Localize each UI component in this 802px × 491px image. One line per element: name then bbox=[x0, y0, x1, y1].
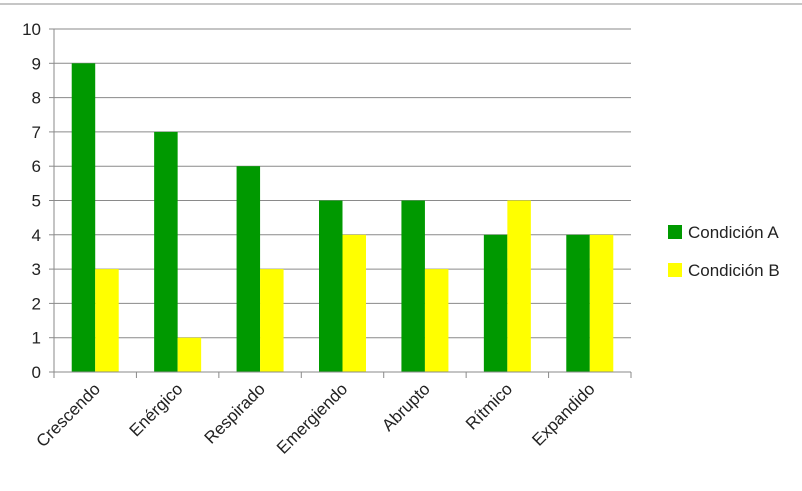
x-tick-label: Crescendo bbox=[32, 379, 104, 451]
y-tick-label: 1 bbox=[32, 329, 41, 348]
bar-condicion-a bbox=[401, 200, 425, 372]
x-tick-label: Rítmico bbox=[462, 379, 516, 433]
y-tick-label: 8 bbox=[32, 89, 41, 108]
y-tick-label: 0 bbox=[32, 363, 41, 382]
y-tick-labels: 0 1 2 3 4 5 6 7 8 9 10 bbox=[22, 20, 41, 382]
y-tick-label: 2 bbox=[32, 294, 41, 313]
bar-condicion-a bbox=[154, 131, 178, 372]
legend-swatch-condicion-b bbox=[668, 263, 682, 277]
legend-label-condicion-b: Condición B bbox=[688, 261, 780, 280]
bar-condicion-a bbox=[566, 234, 590, 372]
y-tick-label: 7 bbox=[32, 123, 41, 142]
bar-condicion-b bbox=[424, 269, 449, 372]
y-tick-label: 6 bbox=[32, 157, 41, 176]
x-tick-labels: Crescendo Enérgico Respirado Emergiendo Abru… bbox=[32, 379, 598, 457]
x-tick-label: Respirado bbox=[201, 379, 269, 447]
bar-condicion-b bbox=[507, 200, 531, 372]
y-tick-label: 9 bbox=[32, 54, 41, 73]
y-tick-label: 5 bbox=[32, 192, 41, 211]
x-tick-label: Enérgico bbox=[126, 379, 187, 440]
legend: Condición A Condición B bbox=[668, 223, 780, 280]
y-tick-label: 3 bbox=[32, 260, 41, 279]
y-tick-label: 10 bbox=[22, 20, 41, 39]
y-tick-label: 4 bbox=[32, 226, 41, 245]
bar-condicion-a bbox=[319, 200, 343, 372]
bar-condicion-b bbox=[95, 269, 119, 372]
x-tick-label: Abrupto bbox=[378, 379, 434, 435]
bar-condicion-a bbox=[71, 63, 96, 373]
bar-condicion-b bbox=[589, 234, 614, 372]
bar-condicion-b bbox=[260, 269, 284, 372]
axes bbox=[49, 28, 632, 378]
x-tick-label: Emergiendo bbox=[273, 379, 351, 457]
legend-label-condicion-a: Condición A bbox=[688, 223, 779, 242]
bar-condicion-b bbox=[342, 234, 366, 372]
legend-swatch-condicion-a bbox=[668, 225, 682, 239]
bar-condicion-a bbox=[236, 166, 261, 372]
bar-condicion-b bbox=[177, 337, 202, 372]
bar-condicion-a bbox=[483, 234, 508, 372]
x-tick-label: Expandido bbox=[528, 379, 598, 449]
bars bbox=[71, 63, 614, 373]
